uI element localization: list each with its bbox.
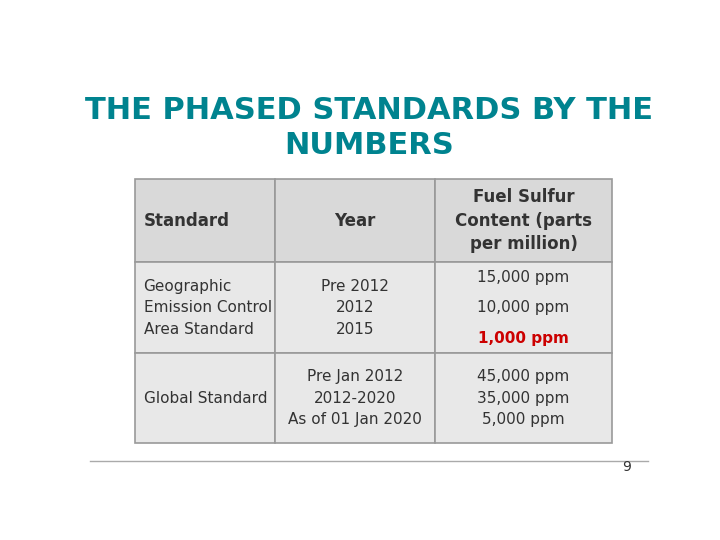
Bar bbox=[275, 179, 435, 262]
Text: 10,000 ppm: 10,000 ppm bbox=[477, 300, 570, 315]
Text: K&L GATES: K&L GATES bbox=[554, 24, 659, 42]
Text: Pre Jan 2012
2012-2020
As of 01 Jan 2020: Pre Jan 2012 2012-2020 As of 01 Jan 2020 bbox=[288, 369, 422, 427]
Text: 1,000 ppm: 1,000 ppm bbox=[478, 330, 569, 346]
Bar bbox=[435, 353, 612, 443]
Text: Standard: Standard bbox=[143, 212, 230, 230]
Bar bbox=[435, 262, 612, 353]
Text: 45,000 ppm
35,000 ppm
5,000 ppm: 45,000 ppm 35,000 ppm 5,000 ppm bbox=[477, 369, 570, 427]
Bar bbox=[435, 179, 612, 262]
Text: Pre 2012
2012
2015: Pre 2012 2012 2015 bbox=[321, 279, 390, 337]
Bar bbox=[275, 262, 435, 353]
Text: Geographic
Emission Control
Area Standard: Geographic Emission Control Area Standar… bbox=[143, 279, 271, 337]
Bar bbox=[135, 262, 275, 353]
Bar bbox=[275, 353, 435, 443]
Text: Global Standard: Global Standard bbox=[143, 391, 267, 406]
Text: Fuel Sulfur
Content (parts
per million): Fuel Sulfur Content (parts per million) bbox=[455, 188, 592, 253]
Text: THE PHASED STANDARDS BY THE
NUMBERS: THE PHASED STANDARDS BY THE NUMBERS bbox=[85, 96, 653, 160]
Bar bbox=[135, 353, 275, 443]
Text: 9: 9 bbox=[622, 461, 631, 474]
Bar bbox=[135, 179, 275, 262]
Text: 15,000 ppm: 15,000 ppm bbox=[477, 270, 570, 285]
Text: Year: Year bbox=[335, 212, 376, 230]
